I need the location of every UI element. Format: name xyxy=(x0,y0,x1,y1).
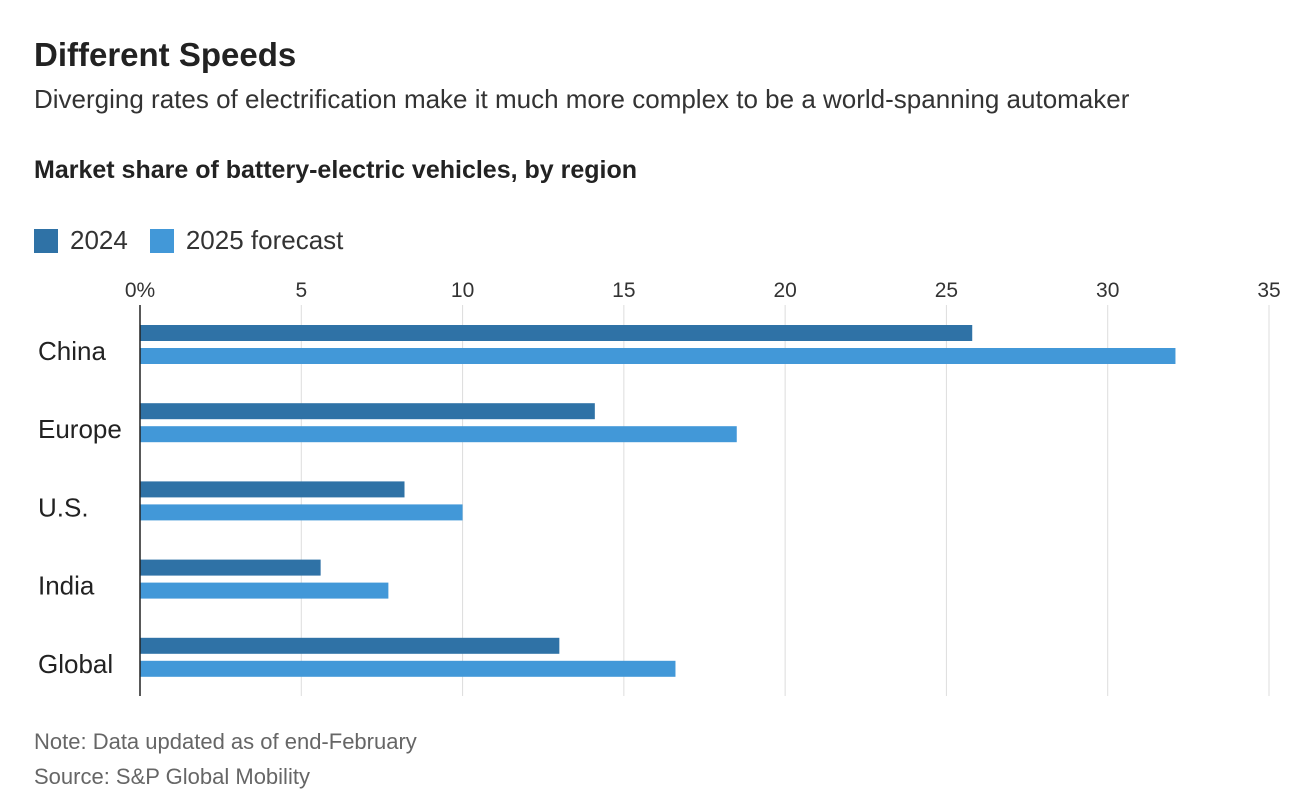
chart-title: Market share of battery-electric vehicle… xyxy=(34,156,638,184)
legend-label-2024: 2024 xyxy=(70,225,128,255)
chart-legend: 2024 2025 forecast xyxy=(34,225,365,256)
y-category-label: India xyxy=(38,571,95,601)
legend-swatch-2025-forecast xyxy=(149,228,174,253)
bar-china-2025-forecast xyxy=(140,348,1176,364)
bar-india-2024 xyxy=(140,559,321,576)
x-tick-label: 5 xyxy=(295,279,307,302)
y-category-label: Europe xyxy=(38,414,122,444)
y-category-label: U.S. xyxy=(38,492,89,522)
page-title: Different Speeds xyxy=(34,36,297,73)
bar-us-2024 xyxy=(140,481,405,498)
x-tick-label: 15 xyxy=(612,279,635,302)
chart-note: Note: Data updated as of end-February xyxy=(34,729,417,754)
bar-global-2025-forecast xyxy=(140,660,676,677)
bar-global-2024 xyxy=(140,637,560,654)
y-category-label: China xyxy=(38,336,106,366)
bar-china-2024 xyxy=(140,325,973,341)
legend-item-2024: 2024 xyxy=(34,225,128,256)
bar-us-2025-forecast xyxy=(140,504,463,521)
y-category-label: Global xyxy=(38,649,113,679)
x-tick-label: 0% xyxy=(125,279,155,302)
legend-swatch-2024 xyxy=(34,228,58,253)
bar-india-2025-forecast xyxy=(140,582,389,599)
chart-source: Source: S&P Global Mobility xyxy=(34,764,310,789)
x-tick-label: 35 xyxy=(1257,279,1280,302)
x-tick-label: 10 xyxy=(451,279,474,302)
legend-label-2025-forecast: 2025 forecast xyxy=(185,225,344,255)
x-tick-label: 30 xyxy=(1096,279,1119,302)
legend-item-2025-forecast: 2025 forecast xyxy=(149,225,344,256)
bar-europe-2024 xyxy=(140,403,595,420)
x-tick-label: 25 xyxy=(935,279,958,302)
bar-europe-2025-forecast xyxy=(140,426,737,443)
x-tick-label: 20 xyxy=(773,279,796,302)
page-subtitle: Diverging rates of electrification make … xyxy=(34,84,1130,114)
